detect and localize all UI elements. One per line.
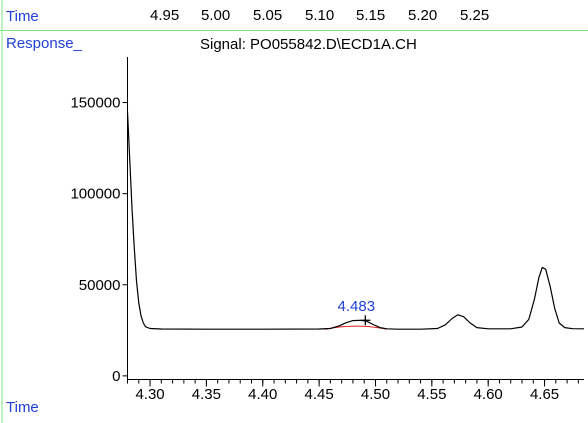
signal-trace — [126, 111, 585, 330]
y-tick-label: 100000 — [70, 186, 120, 203]
plot-area: 4.483 — [126, 111, 585, 330]
x-tick-label: 4.30 — [135, 386, 164, 403]
chart-title: Signal: PO055842.D\ECD1A.CH — [200, 36, 417, 53]
response-axis-label: Response_ — [6, 35, 83, 52]
top-time-tick: 5.15 — [356, 7, 385, 24]
x-axis-ticks: 4.30 4.35 4.40 4.45 4.50 4.55 4.60 4.65 — [127, 379, 579, 403]
top-time-label: Time — [6, 8, 39, 25]
x-tick-label: 4.60 — [474, 386, 503, 403]
bottom-time-label: Time — [6, 399, 39, 416]
x-tick-label: 4.50 — [361, 386, 390, 403]
top-time-tick: 4.95 — [150, 7, 179, 24]
top-time-tick: 5.00 — [201, 7, 230, 24]
x-tick-label: 4.40 — [248, 386, 277, 403]
x-tick-label: 4.35 — [192, 386, 221, 403]
peak-annotation-label: 4.483 — [338, 298, 376, 315]
x-tick-label: 4.45 — [305, 386, 334, 403]
y-axis-ticks: 0 50000 100000 150000 — [70, 95, 128, 385]
top-time-tick: 5.05 — [253, 7, 282, 24]
x-tick-label: 4.65 — [530, 386, 559, 403]
top-time-tick: 5.10 — [305, 7, 334, 24]
top-time-tick: 5.25 — [460, 7, 489, 24]
top-time-ticks: 4.95 5.00 5.05 5.10 5.15 5.20 5.25 — [150, 7, 489, 24]
y-tick-label: 0 — [112, 368, 120, 385]
y-tick-label: 50000 — [79, 277, 121, 294]
y-tick-label: 150000 — [70, 95, 120, 112]
x-tick-label: 4.55 — [417, 386, 446, 403]
top-time-tick: 5.20 — [408, 7, 437, 24]
